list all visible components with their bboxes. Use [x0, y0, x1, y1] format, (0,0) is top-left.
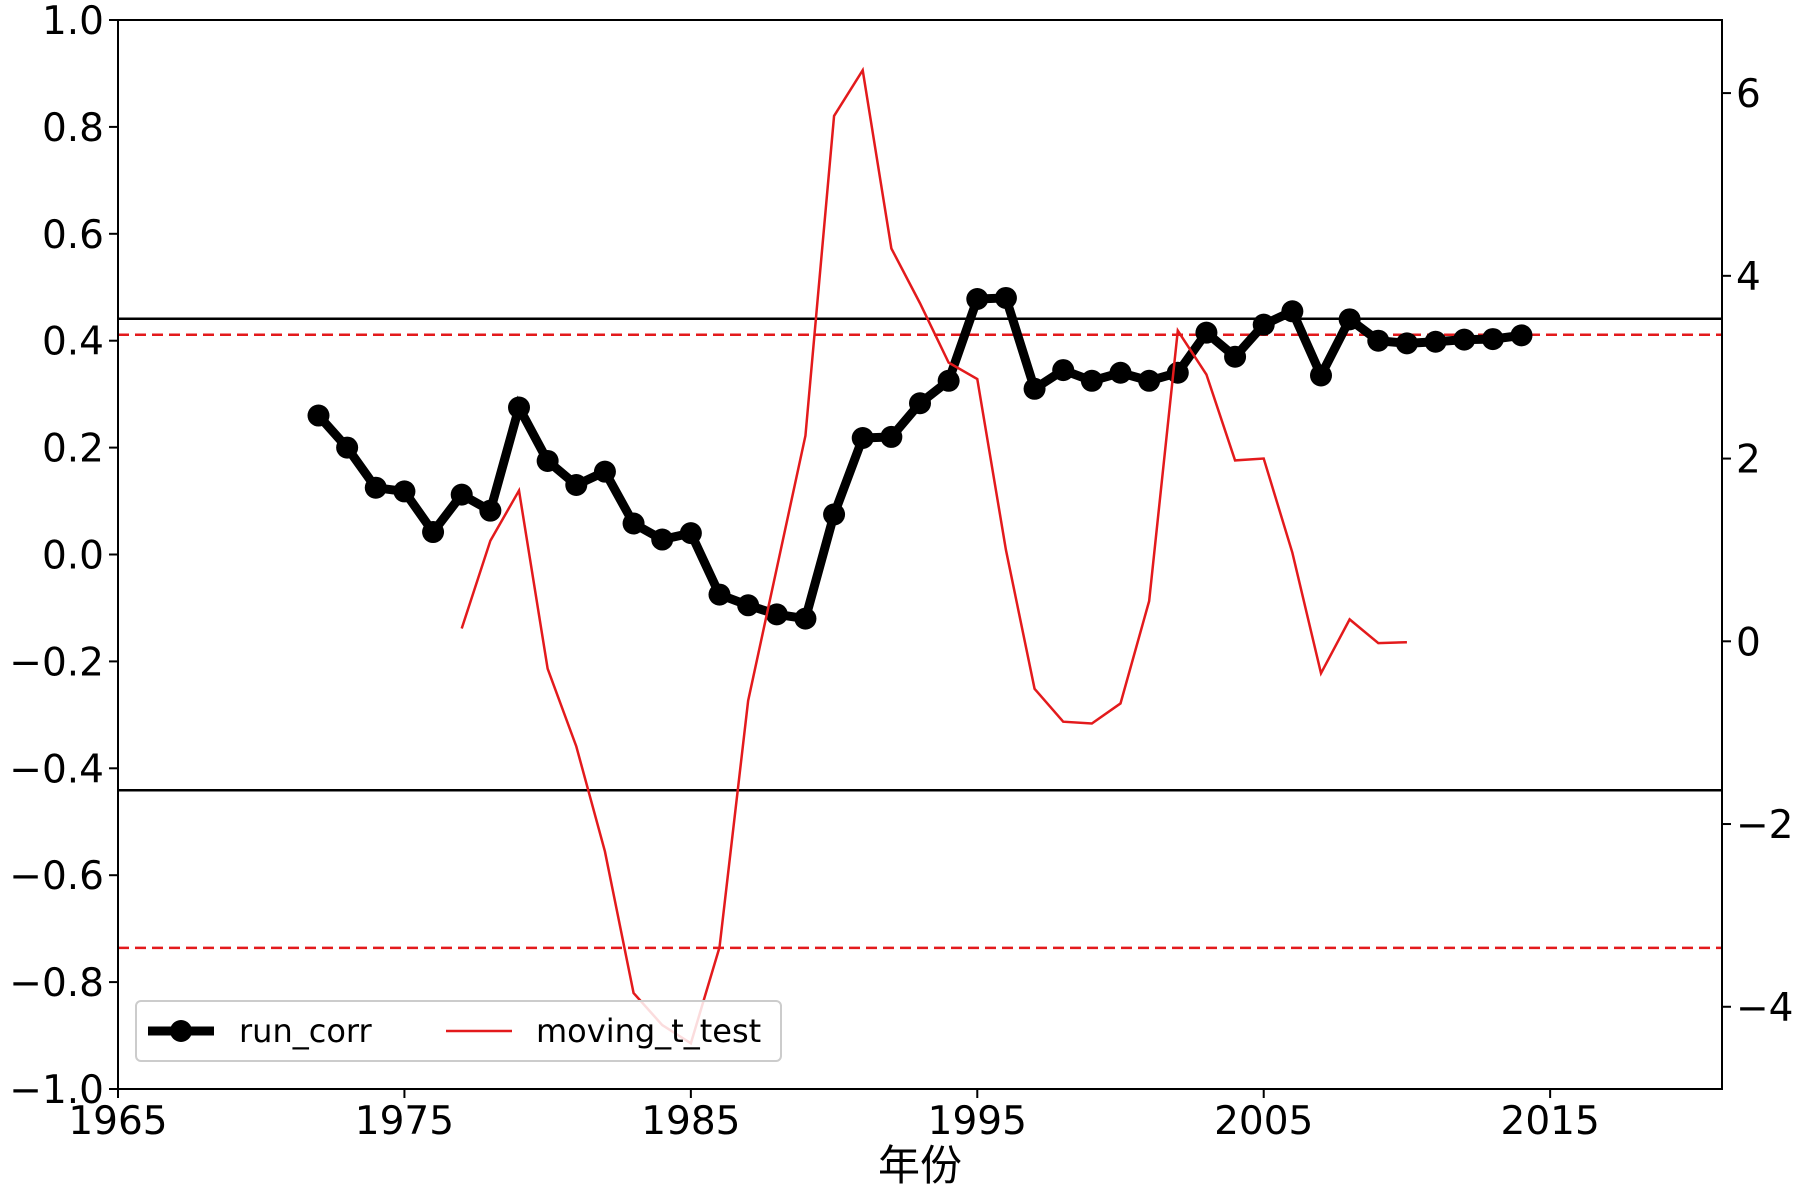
data-point-run_corr-1983 — [622, 512, 645, 535]
data-point-run_corr-1996 — [994, 286, 1017, 309]
x-axis: 1965 1975 1985 1995 2005 2015 — [68, 1089, 1600, 1144]
data-point-run_corr-2012 — [1453, 328, 1476, 351]
data-point-run_corr-2005 — [1252, 313, 1275, 336]
data-point-run_corr-2013 — [1481, 328, 1504, 351]
legend-entry-moving_t_test: moving_t_test — [446, 1012, 761, 1050]
x-tick-label-1975: 1975 — [355, 1099, 454, 1144]
data-point-run_corr-1994 — [937, 369, 960, 392]
data-point-run_corr-1973 — [336, 436, 359, 459]
data-point-run_corr-1987 — [737, 594, 760, 617]
data-point-run_corr-1981 — [565, 474, 588, 497]
left-y-tick-label-4: −0.2 — [9, 640, 104, 685]
data-point-run_corr-1972 — [307, 404, 330, 427]
legend-label-moving_t_test: moving_t_test — [536, 1012, 761, 1050]
data-point-run_corr-1991 — [851, 426, 874, 449]
x-tick-label-1965: 1965 — [68, 1099, 167, 1144]
data-point-run_corr-1976 — [422, 521, 445, 544]
left-y-tick-label-6: 0.2 — [42, 427, 104, 472]
data-point-run_corr-2008 — [1338, 308, 1361, 331]
data-point-run_corr-2014 — [1510, 324, 1533, 347]
data-point-run_corr-2011 — [1424, 330, 1447, 353]
right-y-tick-label-5: 6 — [1736, 72, 1761, 117]
legend-marker-run_corr — [170, 1020, 192, 1042]
left-y-tick-label-8: 0.6 — [42, 213, 104, 258]
left-y-tick-label-0: −1.0 — [9, 1068, 104, 1113]
data-point-run_corr-1978 — [479, 499, 502, 522]
left-y-tick-label-10: 1.0 — [42, 0, 104, 44]
data-point-run_corr-1992 — [880, 425, 903, 448]
data-point-run_corr-1989 — [794, 607, 817, 630]
y-axis-right: −4 −2 0 2 4 6 — [1722, 72, 1794, 1031]
data-point-run_corr-1985 — [679, 522, 702, 545]
data-point-run_corr-1984 — [651, 528, 674, 551]
data-point-run_corr-1988 — [765, 603, 788, 626]
data-point-run_corr-1998 — [1052, 359, 1075, 382]
data-point-run_corr-1974 — [364, 476, 387, 499]
right-y-tick-label-2: 0 — [1736, 620, 1761, 665]
data-point-run_corr-2009 — [1367, 329, 1390, 352]
x-tick-label-1985: 1985 — [641, 1099, 740, 1144]
right-y-tick-label-0: −4 — [1736, 986, 1794, 1031]
data-point-run_corr-2003 — [1195, 321, 1218, 344]
x-axis-label: 年份 — [878, 1141, 962, 1190]
data-point-run_corr-1995 — [966, 288, 989, 311]
data-point-run_corr-2004 — [1224, 345, 1247, 368]
series-moving_t_test — [460, 66, 1407, 1046]
y-axis-left: −1.0 −0.8 −0.6 −0.4 −0.2 0.0 0.2 0.4 0.6 0.8 1.0 — [9, 0, 118, 1113]
series-layer — [307, 66, 1533, 1046]
series-line-moving_t_test — [460, 66, 1407, 1046]
data-point-run_corr-2001 — [1138, 369, 1161, 392]
data-point-run_corr-2002 — [1166, 361, 1189, 384]
data-point-run_corr-1975 — [393, 480, 416, 503]
right-y-tick-label-1: −2 — [1736, 803, 1794, 848]
series-run_corr — [307, 286, 1533, 630]
right-y-tick-label-4: 4 — [1736, 255, 1761, 300]
data-point-run_corr-1993 — [909, 392, 931, 415]
data-point-run_corr-2007 — [1310, 364, 1332, 387]
left-y-tick-label-3: −0.4 — [9, 747, 104, 792]
x-tick-label-1995: 1995 — [928, 1099, 1027, 1144]
data-point-run_corr-1990 — [823, 503, 846, 526]
data-point-run_corr-2010 — [1395, 332, 1418, 355]
data-point-run_corr-2000 — [1109, 361, 1132, 384]
series-line-run_corr — [315, 293, 1523, 624]
data-point-run_corr-1979 — [508, 396, 530, 419]
data-point-run_corr-1999 — [1080, 369, 1103, 392]
data-point-run_corr-1980 — [536, 449, 559, 472]
legend: run_corr moving_t_test — [135, 1000, 782, 1062]
x-tick-label-2015: 2015 — [1501, 1099, 1600, 1144]
left-y-tick-label-9: 0.8 — [42, 106, 104, 151]
right-y-tick-label-3: 2 — [1736, 438, 1761, 483]
x-tick-label-2005: 2005 — [1214, 1099, 1313, 1144]
left-y-tick-label-1: −0.8 — [9, 961, 104, 1006]
left-y-tick-label-2: −0.6 — [9, 854, 104, 899]
left-y-tick-label-7: 0.4 — [42, 320, 104, 365]
legend-entry-run_corr: run_corr — [148, 1012, 372, 1050]
plot-frame — [117, 19, 1723, 1090]
data-point-run_corr-2006 — [1281, 300, 1304, 323]
data-point-run_corr-1977 — [450, 483, 473, 506]
data-point-run_corr-1982 — [593, 460, 616, 483]
left-y-tick-label-5: 0.0 — [42, 534, 104, 579]
data-point-run_corr-1986 — [708, 583, 731, 606]
data-point-run_corr-1997 — [1023, 377, 1046, 400]
legend-label-run_corr: run_corr — [239, 1012, 372, 1050]
